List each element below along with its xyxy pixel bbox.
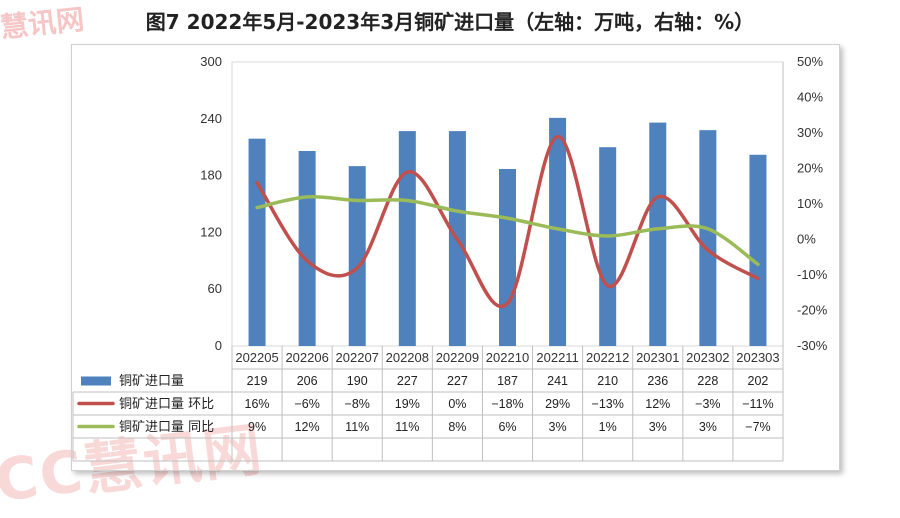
table-cell-value: −8% — [345, 397, 370, 411]
category-label: 202208 — [386, 350, 429, 365]
right-axis-tick-label: 50% — [797, 54, 823, 69]
right-axis-tick-label: 30% — [797, 125, 823, 140]
table-cell-value: 11% — [345, 420, 369, 434]
left-axis-tick-label: 240 — [200, 111, 222, 126]
series-line-yoy — [255, 194, 760, 267]
bar-mark — [549, 117, 567, 346]
table-cell-value: 190 — [347, 374, 368, 388]
chart-title: 图7 2022年5月-2023年3月铜矿进口量（左轴：万吨，右轴：%） — [145, 10, 755, 34]
chart-figure: 慧讯网 CC慧讯网 图7 2022年5月-2023年3月铜矿进口量（左轴：万吨，… — [0, 2, 840, 516]
legend-key-bar — [81, 376, 111, 386]
bar-mark — [398, 131, 416, 346]
right-axis-tick-label: 20% — [797, 161, 823, 176]
table-cell-value: 19% — [395, 397, 420, 411]
right-axis-tick-label: -10% — [797, 267, 828, 282]
table-cell-value: 206 — [297, 374, 318, 388]
table-cell-value: 3% — [649, 420, 667, 434]
table-cell-value: 187 — [497, 374, 518, 388]
bar-mark — [649, 122, 667, 346]
table-cell-value: 219 — [247, 374, 268, 388]
table-cell-value: 12% — [645, 397, 670, 411]
table-cell-value: 202 — [748, 374, 769, 388]
category-label: 202211 — [536, 350, 578, 365]
table-cell-value: 3% — [699, 420, 717, 434]
table-cell-value: 16% — [245, 397, 270, 411]
table-cell-value: −11% — [742, 397, 773, 411]
left-axis-tick-label: 300 — [200, 54, 222, 69]
table-cell-value: 210 — [597, 374, 618, 388]
right-axis-tick-label: -20% — [797, 303, 828, 318]
right-axis-tick-label: 10% — [797, 196, 823, 211]
left-axis-tick-label: 120 — [200, 224, 222, 239]
left-axis-tick-label: 60 — [208, 281, 222, 296]
right-axis-tick-label: -30% — [797, 338, 828, 353]
table-cell-value: 1% — [599, 420, 617, 434]
right-axis-tick-label: 0% — [797, 232, 816, 247]
category-label: 202303 — [736, 350, 779, 365]
category-label: 202205 — [235, 350, 278, 365]
table-cell-value: 12% — [295, 420, 320, 434]
table-cell-value: 3% — [549, 420, 567, 434]
table-cell-value: 227 — [397, 374, 418, 388]
table-cell-value: 29% — [545, 397, 570, 411]
table-cell-value: 236 — [647, 374, 668, 388]
bar-mark — [348, 166, 366, 346]
table-cell-value: −6% — [294, 397, 319, 411]
table-cell-value: 8% — [448, 420, 466, 434]
left-axis-tick-label: 180 — [200, 168, 222, 183]
table-cell-value: 241 — [547, 374, 568, 388]
bar-mark — [248, 138, 266, 346]
table-cell-value: −13% — [592, 397, 624, 411]
table-cell-value: 6% — [498, 420, 516, 434]
category-label: 202209 — [436, 350, 479, 365]
legend-series-name: 铜矿进口量 同比 — [119, 420, 214, 435]
table-cell-value: 227 — [447, 374, 468, 388]
bar-mark — [699, 130, 717, 346]
bar-mark — [298, 150, 316, 346]
category-label: 202302 — [686, 350, 729, 365]
table-cell-value: 11% — [395, 420, 419, 434]
category-label: 202210 — [486, 350, 529, 365]
category-label: 202212 — [586, 350, 629, 365]
table-cell-value: −18% — [491, 397, 523, 411]
category-label: 202206 — [285, 350, 328, 365]
bar-mark — [599, 147, 617, 346]
category-label: 202301 — [636, 350, 679, 365]
table-cell-value: 0% — [448, 397, 466, 411]
table-cell-value: −3% — [695, 397, 720, 411]
left-axis-tick-label: 0 — [215, 338, 222, 353]
category-label: 202207 — [336, 350, 379, 365]
table-cell-value: 228 — [697, 374, 718, 388]
table-cell-value: −7% — [745, 420, 770, 434]
right-axis-tick-label: 40% — [797, 90, 823, 105]
bar-mark — [499, 168, 516, 346]
bar-mark — [749, 154, 767, 346]
series-line-mom — [255, 134, 760, 309]
table-cell-value: 9% — [248, 420, 266, 434]
legend-series-name: 铜矿进口量 环比 — [119, 397, 214, 412]
legend-series-name: 铜矿进口量 — [119, 374, 184, 389]
chart-svg: 0 60 120 180 240 300 -30% -20% -10% 0% 10% 20% 30% 40… — [72, 54, 828, 462]
